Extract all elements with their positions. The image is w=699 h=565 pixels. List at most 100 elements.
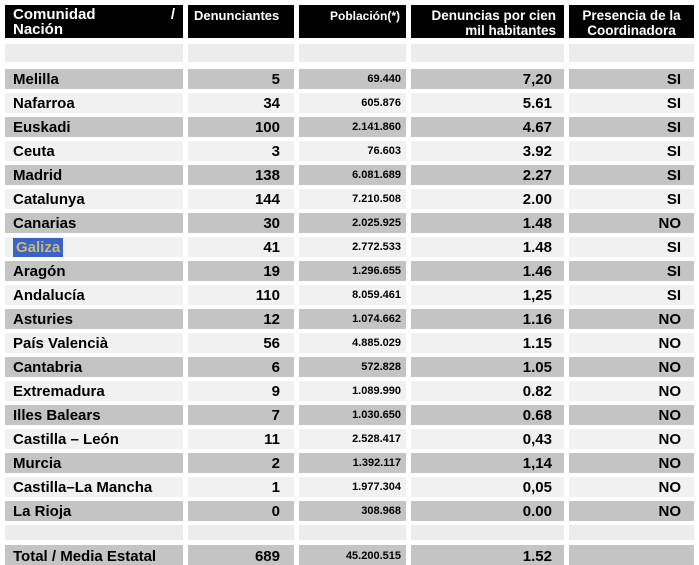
coordinadora-value: SI bbox=[569, 237, 694, 257]
poblacion-value: 7.210.508 bbox=[299, 189, 406, 209]
community-name: Extremadura bbox=[13, 382, 105, 400]
poblacion-value: 1.074.662 bbox=[299, 309, 406, 329]
denunciantes-value: 9 bbox=[188, 381, 294, 401]
header-presencia-coordinadora: Presencia de la Coordinadora bbox=[569, 5, 694, 38]
community-name: La Rioja bbox=[13, 502, 72, 520]
denunciantes-value: 30 bbox=[188, 213, 294, 233]
tasa-value: 0.82 bbox=[411, 381, 564, 401]
community-name: Cantabria bbox=[13, 358, 83, 376]
spacer-row-top bbox=[5, 44, 699, 62]
community-name: Catalunya bbox=[13, 190, 85, 208]
denunciantes-value: 41 bbox=[188, 237, 294, 257]
total-poblacion: 45.200.515 bbox=[299, 545, 406, 565]
poblacion-value: 69.440 bbox=[299, 69, 406, 89]
community-name: Melilla bbox=[13, 70, 59, 88]
tasa-value: 0.00 bbox=[411, 501, 564, 521]
poblacion-value: 2.772.533 bbox=[299, 237, 406, 257]
denunciantes-value: 12 bbox=[188, 309, 294, 329]
denunciantes-value: 11 bbox=[188, 429, 294, 449]
table-row: País Valencià 56 4.885.029 1.15 NO bbox=[5, 333, 699, 353]
header-comunidad-line1: Comunidad / bbox=[13, 7, 175, 22]
table-row: Euskadi 100 2.141.860 4.67 SI bbox=[5, 117, 699, 137]
community-name: Galiza bbox=[13, 237, 64, 257]
spacer-row-bottom bbox=[5, 525, 699, 540]
coordinadora-value: NO bbox=[569, 477, 694, 497]
community-name: Nafarroa bbox=[13, 94, 75, 112]
coordinadora-value: NO bbox=[569, 357, 694, 377]
header-comunidad-text: Comunidad bbox=[13, 6, 96, 23]
community-name: Ceuta bbox=[13, 142, 55, 160]
table-row: Asturies 12 1.074.662 1.16 NO bbox=[5, 309, 699, 329]
coordinadora-value: SI bbox=[569, 165, 694, 185]
poblacion-value: 308.968 bbox=[299, 501, 406, 521]
tasa-value: 0.68 bbox=[411, 405, 564, 425]
coordinadora-value: SI bbox=[569, 285, 694, 305]
denunciantes-value: 34 bbox=[188, 93, 294, 113]
table-row: Aragón 19 1.296.655 1.46 SI bbox=[5, 261, 699, 281]
community-name: Aragón bbox=[13, 262, 66, 280]
poblacion-value: 1.089.990 bbox=[299, 381, 406, 401]
tasa-value: 2.27 bbox=[411, 165, 564, 185]
poblacion-value: 8.059.461 bbox=[299, 285, 406, 305]
coordinadora-value: SI bbox=[569, 93, 694, 113]
community-name: País Valencià bbox=[13, 334, 109, 352]
table-row: Ceuta 3 76.603 3.92 SI bbox=[5, 141, 699, 161]
community-name: Illes Balears bbox=[13, 406, 101, 424]
table-row: Galiza 41 2.772.533 1.48 SI bbox=[5, 237, 699, 257]
tasa-value: 7,20 bbox=[411, 69, 564, 89]
denunciantes-value: 5 bbox=[188, 69, 294, 89]
coordinadora-value: NO bbox=[569, 333, 694, 353]
tasa-value: 5.61 bbox=[411, 93, 564, 113]
tasa-value: 1,14 bbox=[411, 453, 564, 473]
table-row: Andalucía 110 8.059.461 1,25 SI bbox=[5, 285, 699, 305]
header-denuncias-por-cien-mil: Denuncias por cien mil habitantes bbox=[411, 5, 564, 38]
table-row: Catalunya 144 7.210.508 2.00 SI bbox=[5, 189, 699, 209]
header-nacion-text: Nación bbox=[13, 21, 64, 38]
denunciantes-value: 110 bbox=[188, 285, 294, 305]
tasa-value: 0,05 bbox=[411, 477, 564, 497]
table-row: Illes Balears 7 1.030.650 0.68 NO bbox=[5, 405, 699, 425]
poblacion-value: 572.828 bbox=[299, 357, 406, 377]
poblacion-value: 4.885.029 bbox=[299, 333, 406, 353]
denunciantes-value: 19 bbox=[188, 261, 294, 281]
poblacion-value: 1.296.655 bbox=[299, 261, 406, 281]
total-label: Total / Media Estatal bbox=[5, 545, 183, 565]
header-comunidad-nacion: Comunidad / Nación bbox=[5, 5, 183, 38]
community-name: Canarias bbox=[13, 214, 77, 232]
coordinadora-value: NO bbox=[569, 309, 694, 329]
denunciantes-value: 1 bbox=[188, 477, 294, 497]
tasa-value: 1.48 bbox=[411, 213, 564, 233]
tasa-value: 1.05 bbox=[411, 357, 564, 377]
table-row: Canarias 30 2.025.925 1.48 NO bbox=[5, 213, 699, 233]
tasa-value: 1,25 bbox=[411, 285, 564, 305]
denunciantes-value: 7 bbox=[188, 405, 294, 425]
table-row: Cantabria 6 572.828 1.05 NO bbox=[5, 357, 699, 377]
denunciantes-value: 100 bbox=[188, 117, 294, 137]
poblacion-value: 76.603 bbox=[299, 141, 406, 161]
poblacion-value: 1.392.117 bbox=[299, 453, 406, 473]
community-name: Asturies bbox=[13, 310, 74, 328]
tasa-value: 1.15 bbox=[411, 333, 564, 353]
tasa-value: 1.46 bbox=[411, 261, 564, 281]
community-name: Madrid bbox=[13, 166, 63, 184]
coordinadora-value: SI bbox=[569, 141, 694, 161]
coordinadora-value: NO bbox=[569, 429, 694, 449]
table-body: Melilla 5 69.440 7,20 SI Nafarroa 34 605… bbox=[5, 69, 699, 521]
poblacion-value: 1.030.650 bbox=[299, 405, 406, 425]
coordinadora-value: SI bbox=[569, 261, 694, 281]
poblacion-value: 2.141.860 bbox=[299, 117, 406, 137]
table-row: Castilla–La Mancha 1 1.977.304 0,05 NO bbox=[5, 477, 699, 497]
table-row: Madrid 138 6.081.689 2.27 SI bbox=[5, 165, 699, 185]
coordinadora-value: NO bbox=[569, 501, 694, 521]
denunciantes-value: 56 bbox=[188, 333, 294, 353]
coordinadora-value: NO bbox=[569, 213, 694, 233]
denunciantes-value: 0 bbox=[188, 501, 294, 521]
table-row: La Rioja 0 308.968 0.00 NO bbox=[5, 501, 699, 521]
coordinadora-value: SI bbox=[569, 117, 694, 137]
table-row: Nafarroa 34 605.876 5.61 SI bbox=[5, 93, 699, 113]
poblacion-value: 2.025.925 bbox=[299, 213, 406, 233]
denunciantes-value: 2 bbox=[188, 453, 294, 473]
tasa-value: 3.92 bbox=[411, 141, 564, 161]
poblacion-value: 1.977.304 bbox=[299, 477, 406, 497]
